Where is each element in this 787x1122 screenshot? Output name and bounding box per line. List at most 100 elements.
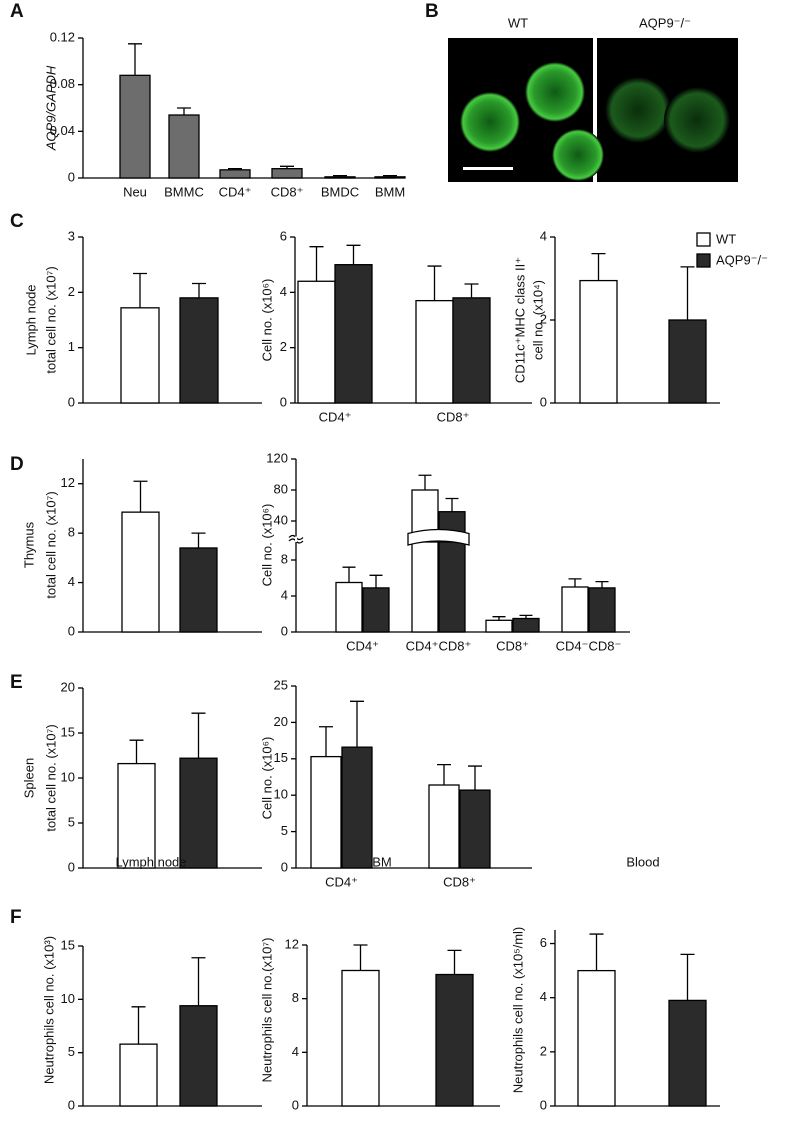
y-axis-label: Neutrophils cell no. (x10⁵/ml)	[510, 927, 525, 1094]
bar	[415, 299, 454, 404]
bar	[561, 586, 589, 633]
micrograph: WT AQP9⁻/⁻ B	[425, 1, 738, 182]
y-tick-label: 0	[68, 394, 75, 409]
y-axis-label: CD11c⁺MHC class II⁺	[512, 257, 527, 383]
x-tick-label: CD4⁺CD8⁺	[406, 638, 472, 653]
y-tick-label: 4	[281, 587, 288, 602]
error-bar	[319, 726, 333, 757]
y-tick-label: 120	[266, 450, 288, 465]
x-tick-label: CD4⁻CD8⁻	[556, 638, 622, 653]
error-bar	[177, 107, 191, 115]
chart-title: BM	[372, 854, 392, 869]
cell	[460, 92, 520, 152]
bar	[588, 587, 616, 633]
error-bar	[191, 532, 206, 548]
scale-bar	[463, 167, 513, 170]
bar	[117, 762, 156, 869]
error-bar	[445, 497, 459, 512]
y-tick-label: 0	[68, 1097, 75, 1112]
panel-label: E	[10, 672, 23, 693]
error-bar	[333, 175, 347, 177]
error-bar	[192, 282, 206, 298]
axis-break	[407, 528, 470, 546]
y-tick-label: 20	[61, 679, 75, 694]
y-tick-label: 10	[61, 769, 75, 784]
y-tick-label: 5	[281, 823, 288, 838]
y-tick-label: 10	[61, 991, 75, 1006]
panel-label: D	[10, 454, 24, 475]
y-tick-label: 5	[68, 1044, 75, 1059]
legend-label: AQP9⁻/⁻	[716, 252, 768, 267]
image-title: AQP9⁻/⁻	[639, 15, 691, 30]
y-tick-label: 8	[292, 990, 299, 1005]
y-axis-label: AQP9/GAPDH	[43, 65, 58, 151]
y-tick-label: 4	[280, 284, 287, 299]
y-tick-label: 0	[281, 623, 288, 638]
error-bar	[309, 246, 324, 282]
axis-gap	[295, 536, 297, 542]
bar	[119, 74, 151, 179]
legend-swatch	[696, 232, 711, 247]
y-tick-label: 20	[274, 714, 288, 729]
error-bar	[519, 614, 533, 619]
bar	[428, 784, 460, 869]
y-axis-label: cell no. (x10⁴)	[530, 280, 545, 360]
image-title: WT	[508, 15, 528, 30]
y-tick-label: 12	[61, 475, 75, 490]
bar	[362, 587, 390, 633]
bar	[121, 511, 160, 633]
y-axis-label: total cell no. (x10⁷)	[43, 266, 58, 373]
y-tick-label: 0	[281, 859, 288, 874]
error-bar	[464, 283, 479, 298]
row-label: Thymus	[21, 521, 36, 568]
y-tick-label: 5	[68, 814, 75, 829]
y-axis-label: total cell no. (x10⁷)	[43, 724, 58, 831]
error-bar	[128, 43, 142, 76]
y-axis-label: Cell no. (x10⁶)	[259, 279, 274, 362]
error-bar	[468, 765, 482, 791]
error-bar	[342, 566, 356, 583]
bar	[120, 307, 160, 404]
error-bar	[680, 953, 695, 1001]
legend-label: WT	[716, 231, 736, 246]
error-bar	[350, 700, 364, 748]
y-tick-label: 4	[540, 989, 547, 1004]
bar	[179, 757, 218, 869]
bar	[324, 176, 356, 179]
error-bar	[492, 616, 506, 621]
bar	[452, 297, 491, 404]
chart-title: Lymph node	[115, 854, 186, 869]
y-tick-label: 0	[68, 623, 75, 638]
error-bar	[346, 244, 361, 265]
bar	[668, 319, 707, 404]
bar	[310, 755, 342, 869]
y-tick-label: 40	[274, 512, 288, 527]
y-tick-label: 0	[68, 859, 75, 874]
x-tick-label: CD4⁺	[346, 638, 379, 653]
bar	[179, 297, 219, 404]
error-bar	[369, 574, 383, 588]
error-bar	[133, 272, 147, 308]
y-tick-label: 0	[68, 169, 75, 184]
bar	[341, 969, 380, 1107]
bar	[297, 280, 336, 404]
y-tick-label: 0.12	[50, 29, 75, 44]
x-tick-label: CD4⁺	[219, 184, 252, 199]
y-tick-label: 80	[274, 481, 288, 496]
cell	[605, 77, 671, 143]
panel-label: B	[425, 1, 439, 22]
bar	[485, 619, 513, 633]
legend-swatch	[696, 253, 711, 268]
y-tick-label: 0.08	[50, 76, 75, 91]
y-tick-label: 2	[540, 311, 547, 326]
error-bar	[427, 265, 442, 301]
error-bar	[383, 175, 397, 177]
error-bar	[418, 474, 432, 490]
panel-label: A	[10, 1, 24, 22]
error-bar	[131, 1006, 146, 1045]
bar	[179, 547, 218, 633]
bar	[411, 541, 439, 633]
y-tick-label: 4	[540, 228, 547, 243]
y-tick-label: 0	[280, 394, 287, 409]
